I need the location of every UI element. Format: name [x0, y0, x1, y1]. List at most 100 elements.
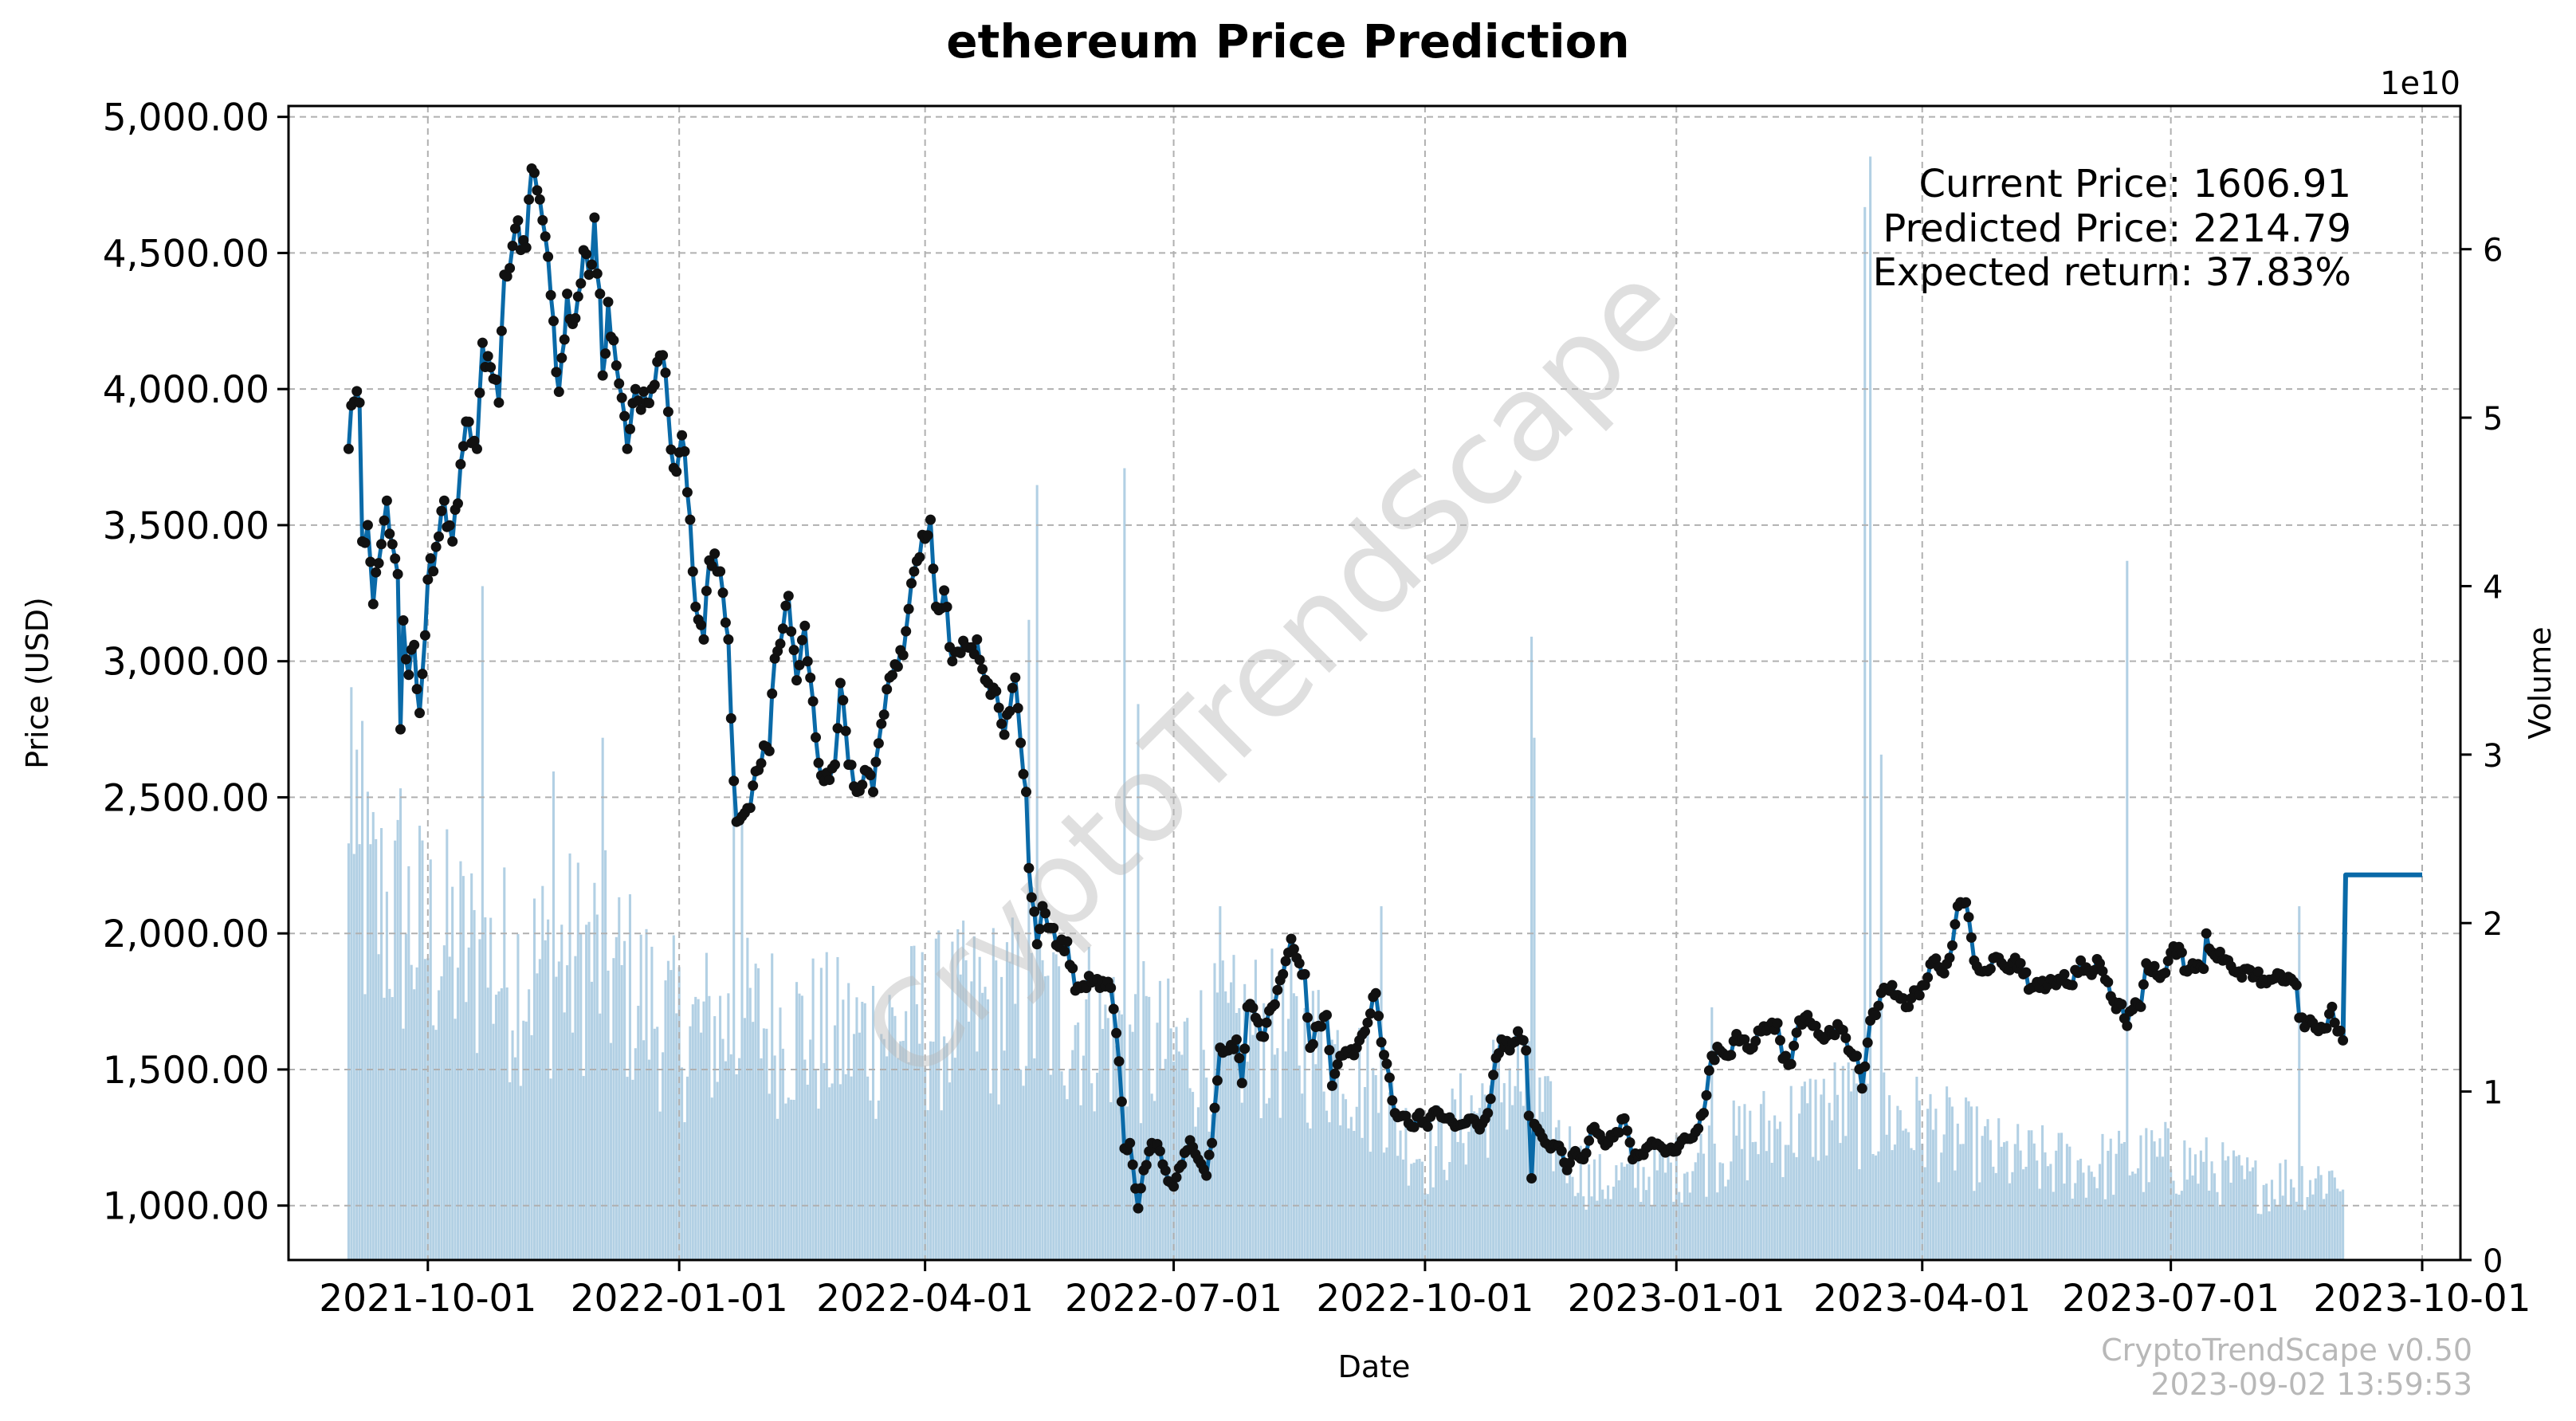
volume-bar — [1893, 1144, 1897, 1260]
price-marker — [2160, 968, 2171, 979]
price-marker — [1852, 1050, 1862, 1062]
volume-bar — [1967, 1101, 1970, 1260]
volume-bar — [1374, 1074, 1377, 1260]
volume-bar — [2284, 1159, 2287, 1260]
price-marker — [1111, 1027, 1122, 1038]
volume-bar — [953, 1058, 956, 1260]
price-marker — [1963, 912, 1974, 923]
volume-bar — [1745, 1180, 1749, 1260]
volume-bar — [1330, 1039, 1333, 1260]
volume-bar — [1899, 1110, 1902, 1260]
price-marker — [685, 514, 696, 525]
price-marker — [540, 231, 551, 242]
volume-bar — [771, 953, 774, 1260]
volume-bar — [1407, 1185, 1410, 1260]
volume-bar — [2095, 1187, 2099, 1260]
price-marker — [553, 387, 564, 398]
volume-bar — [956, 928, 960, 1260]
volume-bar — [929, 1041, 933, 1260]
price-marker — [2059, 968, 2070, 979]
volume-bar — [2189, 1148, 2192, 1260]
volume-bar — [2202, 1161, 2205, 1260]
price-marker — [1125, 1137, 1136, 1148]
volume-bar — [1538, 1077, 1541, 1260]
volume-bar — [566, 965, 569, 1260]
price-marker — [1108, 1003, 1119, 1015]
price-marker — [633, 395, 644, 406]
volume-bar — [670, 970, 673, 1260]
volume-bar — [1506, 1129, 1509, 1260]
volume-bar — [1238, 1008, 1241, 1260]
volume-bar — [1483, 1094, 1486, 1260]
volume-bar — [576, 862, 579, 1260]
price-marker — [390, 553, 401, 564]
volume-bar — [1612, 1186, 1615, 1260]
volume-bar — [2013, 1144, 2016, 1260]
price-marker — [434, 531, 444, 542]
price-marker — [562, 289, 573, 300]
volume-bar — [2022, 1169, 2025, 1260]
volume-bar — [1954, 1170, 1957, 1260]
volume-bar — [1596, 1200, 1599, 1260]
volume-bar — [1754, 1141, 1757, 1260]
volume-bar — [1416, 1159, 1419, 1260]
price-marker — [1059, 946, 1070, 956]
volume-bar — [924, 1067, 927, 1260]
volume-bar — [719, 995, 722, 1260]
y-tick-label: 2,500.00 — [103, 776, 269, 820]
price-marker — [1026, 892, 1037, 903]
volume-bar — [1301, 1093, 1304, 1260]
volume-bar — [1224, 991, 1227, 1260]
volume-bar — [803, 1059, 807, 1260]
y2-tick-label: 3 — [2483, 738, 2503, 775]
price-marker — [1116, 1096, 1127, 1107]
price-marker — [619, 410, 630, 422]
volume-bar — [1888, 1095, 1891, 1260]
volume-bar — [713, 1016, 717, 1260]
volume-bar — [1697, 1152, 1700, 1260]
price-marker — [1365, 1008, 1376, 1019]
volume-bar — [1800, 1085, 1804, 1260]
volume-bar — [1847, 1062, 1850, 1260]
volume-bar — [2240, 1165, 2244, 1260]
volume-bar — [1735, 1135, 1738, 1260]
volume-bar — [932, 1042, 935, 1260]
volume-bar — [1257, 1038, 1260, 1260]
volume-bar — [1418, 1159, 1421, 1260]
volume-bar — [1412, 1162, 1416, 1260]
price-marker — [662, 406, 673, 418]
volume-bar — [1254, 960, 1257, 1260]
volume-bar — [1836, 1094, 1840, 1260]
volume-bar — [740, 822, 744, 1260]
volume-bar — [1385, 1147, 1388, 1260]
volume-bar — [790, 1099, 793, 1260]
price-marker — [457, 441, 469, 452]
volume-bar — [836, 956, 839, 1260]
y2-tick-label: 5 — [2483, 401, 2503, 438]
volume-bar — [2317, 1166, 2320, 1260]
x-tick-label: 2022-10-01 — [1316, 1277, 1533, 1321]
volume-bar — [2158, 1138, 2162, 1260]
volume-bar — [2024, 1167, 2028, 1260]
volume-bar — [2122, 1142, 2126, 1260]
volume-bar — [915, 1004, 918, 1260]
volume-bar — [945, 1042, 948, 1260]
price-marker — [748, 780, 759, 791]
volume-bar — [1060, 1071, 1063, 1260]
price-marker — [1012, 703, 1023, 713]
volume-bar — [1153, 1101, 1156, 1260]
price-marker — [2252, 966, 2264, 977]
volume-bar — [631, 1079, 634, 1260]
y-tick-label: 1,000.00 — [103, 1185, 269, 1229]
volume-bar — [1950, 1106, 1954, 1260]
volume-bar — [2287, 1205, 2290, 1260]
volume-bar — [637, 1006, 640, 1260]
volume-bar — [1530, 636, 1533, 1260]
volume-bar — [2000, 1146, 2003, 1260]
volume-bar — [1661, 1147, 1664, 1260]
price-marker — [671, 466, 682, 477]
volume-bar — [1850, 1091, 1853, 1260]
volume-bar — [1923, 1167, 1926, 1260]
volume-bar — [951, 941, 954, 1260]
volume-bar — [871, 986, 875, 1260]
